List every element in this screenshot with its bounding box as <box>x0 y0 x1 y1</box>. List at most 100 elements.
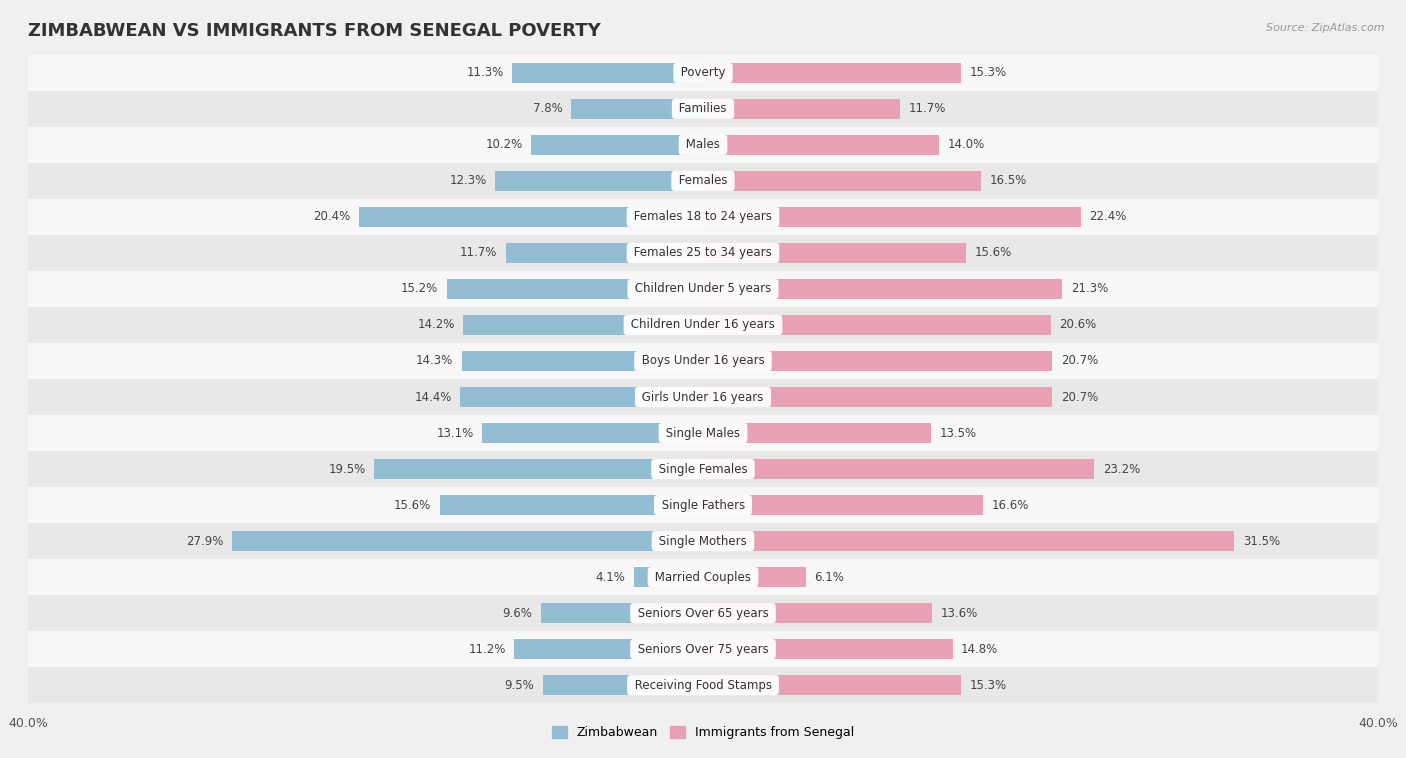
Text: Females: Females <box>675 174 731 187</box>
Bar <box>703 531 1234 551</box>
Bar <box>28 559 1378 595</box>
Bar <box>703 63 962 83</box>
Text: Families: Families <box>675 102 731 115</box>
Legend: Zimbabwean, Immigrants from Senegal: Zimbabwean, Immigrants from Senegal <box>547 722 859 744</box>
Text: 15.3%: 15.3% <box>970 678 1007 691</box>
Bar <box>703 315 1050 335</box>
Bar <box>541 603 703 623</box>
Bar <box>703 639 953 659</box>
Text: 20.7%: 20.7% <box>1060 355 1098 368</box>
Text: Receiving Food Stamps: Receiving Food Stamps <box>631 678 775 691</box>
Text: Females 25 to 34 years: Females 25 to 34 years <box>630 246 776 259</box>
Bar <box>28 523 1378 559</box>
Bar <box>447 279 703 299</box>
Text: 20.6%: 20.6% <box>1059 318 1097 331</box>
Bar <box>232 531 703 551</box>
Text: Children Under 16 years: Children Under 16 years <box>627 318 779 331</box>
Bar <box>28 307 1378 343</box>
Text: Seniors Over 75 years: Seniors Over 75 years <box>634 643 772 656</box>
Text: Single Males: Single Males <box>662 427 744 440</box>
Text: 14.0%: 14.0% <box>948 139 984 152</box>
Bar <box>512 63 703 83</box>
Bar <box>515 639 703 659</box>
Text: 14.3%: 14.3% <box>416 355 453 368</box>
Bar <box>28 235 1378 271</box>
Bar <box>703 99 900 119</box>
Bar <box>703 135 939 155</box>
Bar <box>28 451 1378 487</box>
Text: ZIMBABWEAN VS IMMIGRANTS FROM SENEGAL POVERTY: ZIMBABWEAN VS IMMIGRANTS FROM SENEGAL PO… <box>28 23 600 40</box>
Text: 9.5%: 9.5% <box>505 678 534 691</box>
Bar <box>703 243 966 263</box>
Text: 13.5%: 13.5% <box>939 427 976 440</box>
Text: 15.2%: 15.2% <box>401 283 439 296</box>
Text: 21.3%: 21.3% <box>1071 283 1108 296</box>
Text: 14.8%: 14.8% <box>962 643 998 656</box>
Bar <box>440 495 703 515</box>
Text: 27.9%: 27.9% <box>187 534 224 547</box>
Text: 10.2%: 10.2% <box>485 139 523 152</box>
Text: 23.2%: 23.2% <box>1102 462 1140 475</box>
Text: Boys Under 16 years: Boys Under 16 years <box>638 355 768 368</box>
Text: 14.2%: 14.2% <box>418 318 456 331</box>
Bar <box>460 387 703 407</box>
Bar <box>28 199 1378 235</box>
Bar <box>28 271 1378 307</box>
Text: Children Under 5 years: Children Under 5 years <box>631 283 775 296</box>
Text: 12.3%: 12.3% <box>450 174 486 187</box>
Bar <box>28 667 1378 703</box>
Text: 14.4%: 14.4% <box>415 390 451 403</box>
Bar <box>28 379 1378 415</box>
Text: 9.6%: 9.6% <box>503 606 533 619</box>
Text: 13.1%: 13.1% <box>436 427 474 440</box>
Text: Poverty: Poverty <box>676 67 730 80</box>
Text: Married Couples: Married Couples <box>651 571 755 584</box>
Text: Females 18 to 24 years: Females 18 to 24 years <box>630 211 776 224</box>
Text: 11.7%: 11.7% <box>908 102 946 115</box>
Bar <box>359 207 703 227</box>
Bar <box>506 243 703 263</box>
Bar <box>28 163 1378 199</box>
Text: 6.1%: 6.1% <box>814 571 844 584</box>
Bar <box>495 171 703 191</box>
Bar <box>703 387 1052 407</box>
Bar <box>28 55 1378 91</box>
Bar <box>464 315 703 335</box>
Text: 31.5%: 31.5% <box>1243 534 1279 547</box>
Text: Single Mothers: Single Mothers <box>655 534 751 547</box>
Bar <box>703 351 1052 371</box>
Text: Single Fathers: Single Fathers <box>658 499 748 512</box>
Text: 16.6%: 16.6% <box>991 499 1029 512</box>
Text: Girls Under 16 years: Girls Under 16 years <box>638 390 768 403</box>
Text: 20.4%: 20.4% <box>314 211 350 224</box>
Bar <box>374 459 703 479</box>
Bar <box>461 351 703 371</box>
Bar <box>703 495 983 515</box>
Bar <box>28 343 1378 379</box>
Text: 15.3%: 15.3% <box>970 67 1007 80</box>
Bar <box>28 631 1378 667</box>
Text: 20.7%: 20.7% <box>1060 390 1098 403</box>
Bar <box>543 675 703 695</box>
Text: Source: ZipAtlas.com: Source: ZipAtlas.com <box>1267 23 1385 33</box>
Bar <box>703 567 806 587</box>
Bar <box>482 423 703 443</box>
Bar <box>703 207 1081 227</box>
Bar <box>28 487 1378 523</box>
Bar <box>703 459 1094 479</box>
Bar <box>703 279 1063 299</box>
Bar <box>571 99 703 119</box>
Text: 19.5%: 19.5% <box>329 462 366 475</box>
Bar <box>28 595 1378 631</box>
Text: 15.6%: 15.6% <box>974 246 1012 259</box>
Text: 11.3%: 11.3% <box>467 67 503 80</box>
Text: 7.8%: 7.8% <box>533 102 562 115</box>
Text: 15.6%: 15.6% <box>394 499 432 512</box>
Bar <box>28 127 1378 163</box>
Bar <box>28 91 1378 127</box>
Bar <box>703 423 931 443</box>
Bar <box>634 567 703 587</box>
Text: 4.1%: 4.1% <box>596 571 626 584</box>
Text: Seniors Over 65 years: Seniors Over 65 years <box>634 606 772 619</box>
Text: 11.2%: 11.2% <box>468 643 506 656</box>
